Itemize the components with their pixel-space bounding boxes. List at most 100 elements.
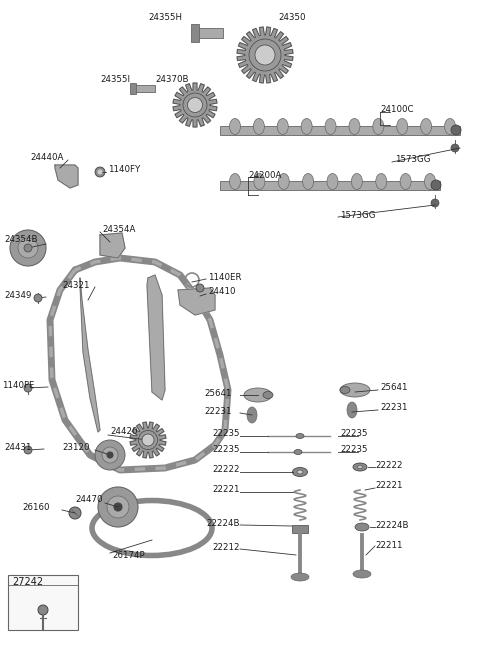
Text: 1573GG: 1573GG: [340, 210, 375, 219]
Ellipse shape: [420, 118, 432, 135]
Text: 24470: 24470: [75, 495, 103, 505]
Circle shape: [38, 605, 48, 615]
Bar: [220, 181, 440, 189]
Text: 24440A: 24440A: [30, 154, 63, 162]
Ellipse shape: [277, 118, 288, 135]
Ellipse shape: [297, 470, 303, 474]
Ellipse shape: [353, 570, 371, 578]
Polygon shape: [147, 275, 165, 400]
Text: 1140FE: 1140FE: [2, 380, 35, 390]
Text: 23120: 23120: [62, 443, 89, 451]
Polygon shape: [80, 278, 100, 432]
Text: 22211: 22211: [375, 541, 403, 549]
Polygon shape: [100, 233, 125, 258]
Circle shape: [10, 230, 46, 266]
Text: 24321: 24321: [62, 281, 89, 290]
Text: 24200A: 24200A: [248, 171, 281, 179]
Text: 22222: 22222: [375, 461, 403, 470]
Ellipse shape: [340, 383, 370, 397]
Ellipse shape: [294, 449, 302, 455]
Ellipse shape: [358, 466, 362, 468]
Ellipse shape: [296, 434, 304, 438]
Bar: [8, 575, 78, 630]
Text: 22235: 22235: [213, 430, 240, 438]
Circle shape: [107, 452, 113, 458]
Polygon shape: [178, 288, 215, 315]
Circle shape: [451, 125, 461, 135]
Bar: [130, 83, 136, 94]
Ellipse shape: [397, 118, 408, 135]
Circle shape: [114, 503, 122, 511]
Text: 25641: 25641: [204, 388, 232, 397]
Text: 24420: 24420: [110, 428, 137, 436]
Circle shape: [24, 244, 32, 252]
Ellipse shape: [351, 173, 362, 189]
Text: 24349: 24349: [4, 290, 31, 300]
Text: 22235: 22235: [340, 445, 368, 455]
Text: 24410: 24410: [208, 288, 236, 296]
Text: 22222: 22222: [213, 466, 240, 474]
Ellipse shape: [301, 118, 312, 135]
Text: 26160: 26160: [22, 503, 49, 512]
Ellipse shape: [373, 118, 384, 135]
Ellipse shape: [325, 118, 336, 135]
Ellipse shape: [327, 173, 338, 189]
Text: 22224B: 22224B: [206, 518, 240, 528]
Ellipse shape: [229, 118, 240, 135]
Ellipse shape: [229, 173, 240, 189]
Bar: [195, 28, 223, 38]
Ellipse shape: [376, 173, 387, 189]
Polygon shape: [173, 83, 217, 127]
Text: 25641: 25641: [380, 384, 408, 392]
Text: 1573GG: 1573GG: [395, 156, 431, 164]
Ellipse shape: [263, 392, 273, 399]
Text: 22221: 22221: [375, 482, 403, 491]
Ellipse shape: [353, 463, 367, 471]
Circle shape: [18, 238, 38, 258]
Text: 24355I: 24355I: [100, 76, 130, 85]
Circle shape: [107, 496, 129, 518]
Circle shape: [102, 447, 118, 463]
Text: 26174P: 26174P: [112, 551, 144, 560]
Bar: [220, 125, 460, 135]
Ellipse shape: [349, 118, 360, 135]
Circle shape: [98, 487, 138, 527]
Circle shape: [24, 446, 32, 454]
Ellipse shape: [340, 386, 350, 394]
Circle shape: [34, 294, 42, 302]
Text: 1140ER: 1140ER: [208, 273, 241, 281]
Text: 24370B: 24370B: [155, 76, 189, 85]
Text: 24350: 24350: [278, 14, 305, 22]
Circle shape: [188, 97, 203, 112]
Text: 22221: 22221: [213, 486, 240, 495]
Bar: [292, 525, 308, 533]
Circle shape: [196, 284, 204, 292]
Circle shape: [451, 144, 459, 152]
Ellipse shape: [400, 173, 411, 189]
Circle shape: [98, 170, 102, 174]
Ellipse shape: [247, 407, 257, 423]
Text: 24354A: 24354A: [102, 225, 135, 235]
Ellipse shape: [253, 118, 264, 135]
Ellipse shape: [424, 173, 435, 189]
Text: 22235: 22235: [213, 445, 240, 455]
Ellipse shape: [355, 523, 369, 531]
Circle shape: [95, 167, 105, 177]
Ellipse shape: [302, 173, 313, 189]
Text: 22212: 22212: [213, 543, 240, 553]
Text: 1140FY: 1140FY: [108, 166, 140, 175]
Text: 22235: 22235: [340, 430, 368, 438]
Text: 22231: 22231: [204, 407, 232, 417]
Text: 24354B: 24354B: [4, 235, 37, 244]
Polygon shape: [55, 165, 78, 188]
Circle shape: [255, 45, 275, 65]
Circle shape: [431, 199, 439, 207]
Circle shape: [24, 384, 32, 392]
Circle shape: [95, 440, 125, 470]
Ellipse shape: [347, 402, 357, 418]
Ellipse shape: [278, 173, 289, 189]
Ellipse shape: [444, 118, 456, 135]
Ellipse shape: [292, 468, 308, 476]
Bar: [133, 85, 155, 92]
Text: 24100C: 24100C: [380, 106, 413, 114]
